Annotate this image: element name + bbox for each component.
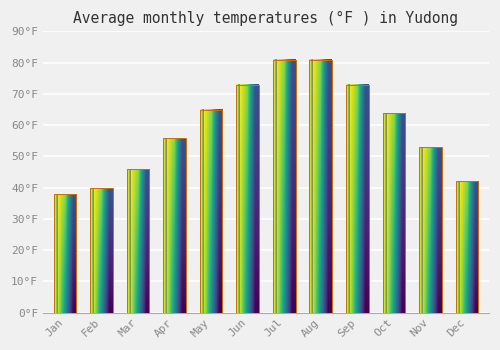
Bar: [273, 60, 295, 313]
Title: Average monthly temperatures (°F ) in Yudong: Average monthly temperatures (°F ) in Yu…: [74, 11, 458, 26]
Bar: [163, 138, 186, 313]
Bar: [90, 188, 113, 313]
Bar: [382, 113, 405, 313]
Bar: [200, 110, 222, 313]
Bar: [310, 60, 332, 313]
Bar: [236, 85, 259, 313]
Bar: [54, 194, 76, 313]
Bar: [419, 147, 442, 313]
Bar: [126, 169, 150, 313]
Bar: [456, 181, 478, 313]
Bar: [346, 85, 368, 313]
